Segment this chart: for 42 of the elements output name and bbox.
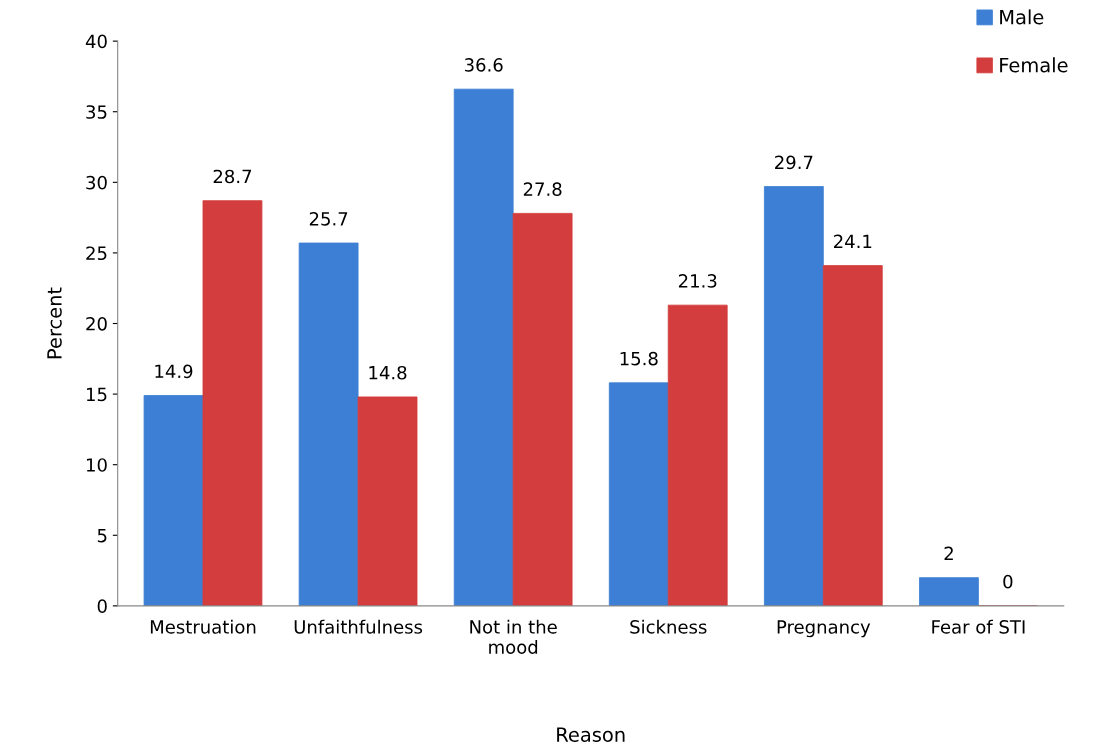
data-label: 25.7 [309, 211, 348, 226]
y-tick-label: 30 [86, 175, 107, 190]
data-label: 0 [1003, 574, 1013, 589]
bar [143, 395, 204, 606]
data-label: 28.7 [213, 169, 252, 184]
y-tick-label: 10 [86, 458, 107, 472]
data-label: 14.9 [155, 364, 193, 379]
y-tick-label: 40 [85, 34, 107, 49]
x-tick-label: Sickness [630, 619, 707, 634]
data-label: 27.8 [523, 182, 562, 196]
legend-label: Male [1000, 9, 1044, 25]
x-tick-label: Fear of STI [932, 619, 1025, 634]
bar [512, 212, 573, 606]
legend-label: Female [1000, 57, 1068, 73]
data-label: 24.1 [834, 234, 872, 248]
y-tick-label: 35 [86, 105, 107, 119]
data-label: 36.6 [464, 58, 503, 72]
bar [453, 88, 514, 606]
bar [919, 577, 979, 606]
x-axis-title: Reason [557, 727, 625, 742]
x-tick-label: Not in the mood [470, 619, 557, 654]
bar [822, 265, 883, 606]
bar [202, 200, 263, 606]
data-label: 21.3 [678, 274, 717, 288]
data-label: 2 [944, 546, 953, 560]
data-label: 29.7 [775, 155, 813, 170]
x-tick-label: Mestruation [150, 619, 256, 634]
data-label: 14.8 [369, 365, 407, 380]
y-axis-title: Percent [47, 287, 62, 359]
y-tick-label: 0 [97, 599, 107, 613]
data-label: 15.8 [620, 351, 658, 366]
bar [608, 382, 669, 606]
y-tick-label: 25 [86, 246, 107, 261]
y-tick-label: 15 [86, 387, 107, 402]
bar [298, 242, 359, 606]
bar [357, 396, 418, 606]
x-tick-label: Unfaithfulness [294, 619, 423, 634]
y-tick-label: 20 [86, 316, 107, 331]
y-tick-label: 5 [97, 528, 107, 543]
x-tick-label: Pregnancy [777, 620, 871, 638]
bar [763, 186, 824, 606]
bar [667, 304, 728, 606]
